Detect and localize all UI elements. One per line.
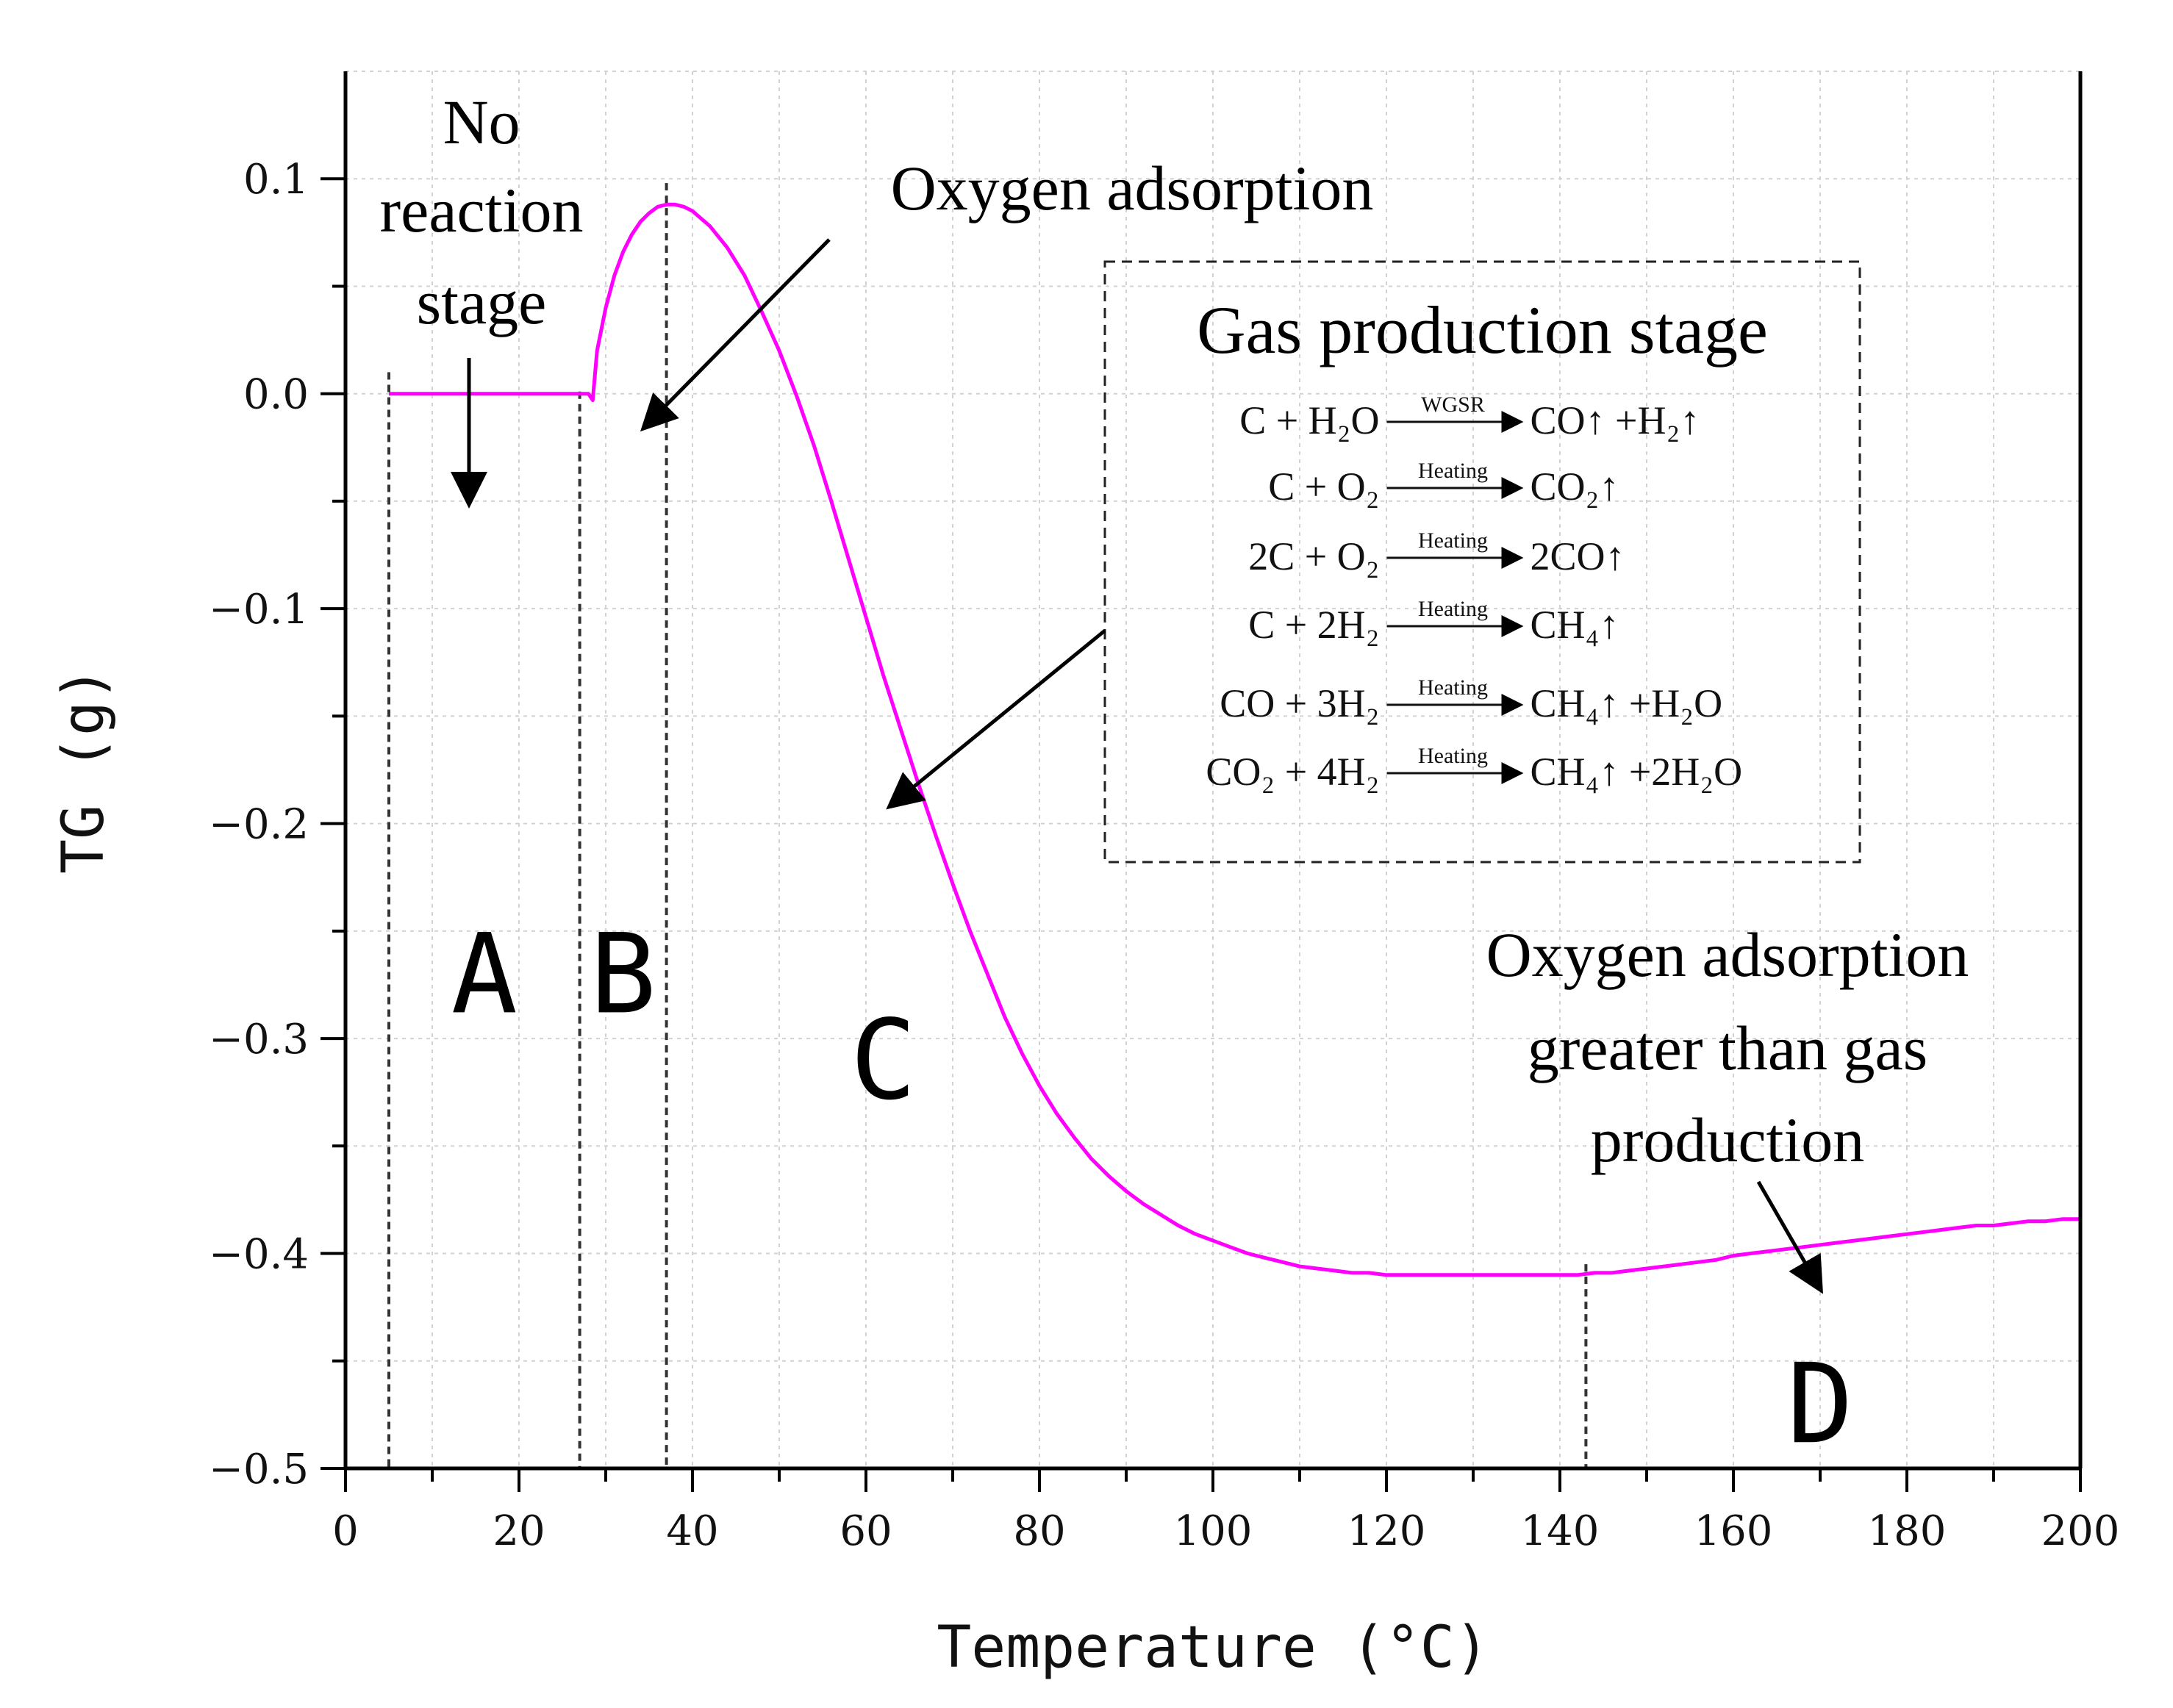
y-tick-label: 0.0 [243, 371, 309, 419]
region-label-b: B [590, 911, 656, 1038]
gas-production-title: Gas production stage [1197, 293, 1768, 367]
equation-right: CO↑ +H₂↑ [1531, 398, 1700, 442]
equation-left: C + 2H₂ [1248, 603, 1379, 647]
equation-right: CH₄↑ +H₂O [1531, 681, 1723, 725]
region-label-c: C [850, 997, 916, 1124]
equation-condition: WGSR [1421, 392, 1485, 417]
equation-left: C + O₂ [1268, 464, 1379, 509]
grid [346, 71, 2080, 1468]
oxygen-adsorption-arrow [640, 238, 831, 432]
oxygen-greater-label: Oxygen adsorption [1486, 919, 1969, 990]
x-tick-label: 120 [1347, 1507, 1426, 1555]
x-tick-label: 40 [666, 1507, 718, 1555]
equation-condition: Heating [1418, 744, 1488, 768]
oxygen-greater-label: production [1591, 1105, 1865, 1175]
oxygen-adsorption-label: Oxygen adsorption [891, 153, 1374, 223]
region-label-a: A [451, 911, 518, 1038]
axes [321, 71, 2083, 1492]
x-tick-label: 140 [1521, 1507, 1600, 1555]
y-tick-label: −0.1 [209, 586, 309, 634]
equation-right: CH₄↑ +2H₂O [1531, 750, 1743, 794]
annotations: A B C D No reaction stage Oxygen adsorption Gas … [380, 87, 1969, 1468]
no-reaction-label: No [443, 87, 520, 157]
equation-right: CO₂↑ [1531, 464, 1619, 509]
equation-right: CH₄↑ [1531, 603, 1619, 647]
equation-condition: Heating [1418, 528, 1488, 553]
oxygen-greater-arrow [1756, 1180, 1823, 1294]
equation-left: C + H₂O [1239, 398, 1379, 442]
equation-condition: Heating [1418, 675, 1488, 700]
equation-right: 2CO↑ [1531, 534, 1625, 578]
x-tick-label: 180 [1868, 1507, 1947, 1555]
y-tick-label: 0.1 [243, 156, 309, 204]
gas-production-arrow [886, 629, 1106, 810]
x-tick-label: 80 [1013, 1507, 1065, 1555]
y-tick-label: −0.5 [209, 1446, 309, 1493]
no-reaction-label: reaction [380, 175, 584, 245]
x-tick-label: 200 [2041, 1507, 2120, 1555]
y-axis-title: TG (g) [51, 667, 117, 874]
y-tick-label: −0.4 [209, 1231, 309, 1279]
equation-left: CO + 3H₂ [1220, 681, 1379, 725]
equation-condition: Heating [1418, 459, 1488, 483]
gas-production-box [1103, 260, 1861, 864]
x-tick-label: 20 [493, 1507, 545, 1555]
x-axis-title: Temperature (°C) [937, 1615, 1489, 1681]
tick-labels: 0 20 40 60 80 100 120 140 160 180 200 −0.5 −0.4 −0.3 −… [51, 156, 2119, 1681]
region-label-d: D [1787, 1341, 1853, 1468]
equation-left: CO₂ + 4H₂ [1206, 750, 1379, 794]
x-tick-label: 160 [1694, 1507, 1773, 1555]
x-tick-label: 0 [332, 1507, 359, 1555]
y-tick-label: −0.2 [209, 801, 309, 849]
equation-left: 2C + O₂ [1248, 534, 1379, 578]
x-tick-label: 60 [840, 1507, 892, 1555]
equation-condition: Heating [1418, 597, 1488, 621]
no-reaction-label: stage [417, 267, 547, 337]
y-tick-label: −0.3 [209, 1016, 309, 1063]
oxygen-greater-label: greater than gas [1528, 1013, 1927, 1083]
x-tick-label: 100 [1174, 1507, 1253, 1555]
